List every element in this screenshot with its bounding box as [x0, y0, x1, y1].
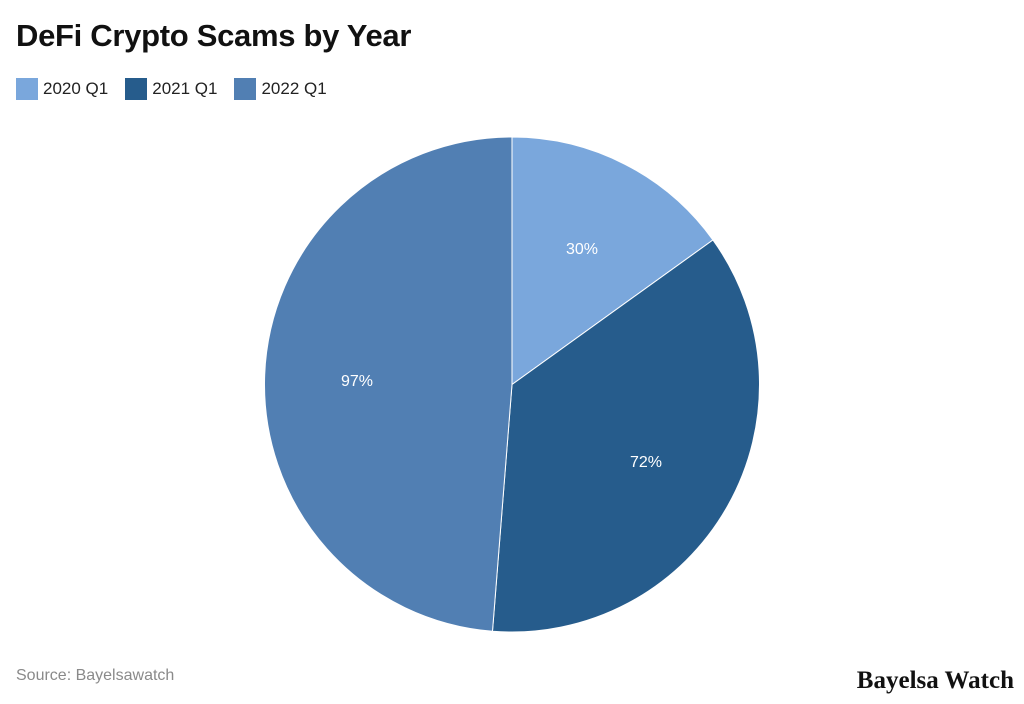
- legend-swatch-2022-q1: [234, 78, 257, 100]
- pie-slice-2020-q1: [511, 136, 714, 386]
- legend-label: 2020 Q1: [43, 79, 109, 98]
- pie-slices: [264, 136, 760, 633]
- legend-swatch-2021-q1: [125, 78, 148, 100]
- slice-label-2022-q1: 97%: [341, 373, 373, 390]
- legend: 2020 Q1 2021 Q1 2022 Q1: [16, 78, 344, 100]
- slice-label-2020-q1: 30%: [566, 241, 598, 258]
- legend-item-2021-q1: 2021 Q1: [125, 78, 217, 100]
- legend-item-2020-q1: 2020 Q1: [16, 78, 108, 100]
- legend-label: 2022 Q1: [261, 79, 327, 98]
- legend-label: 2021 Q1: [152, 79, 218, 98]
- brand-logo: Bayelsa Watch: [856, 667, 1014, 694]
- pie-slice-2022-q1: [264, 136, 513, 632]
- slice-label-2021-q1: 72%: [630, 454, 662, 471]
- legend-swatch-2020-q1: [16, 78, 38, 100]
- chart-title: DeFi Crypto Scams by Year: [16, 18, 412, 53]
- legend-item-2022-q1: 2022 Q1: [234, 78, 327, 100]
- pie-slice-2021-q1: [491, 239, 760, 633]
- source-note: Source: Bayelsawatch: [16, 667, 175, 684]
